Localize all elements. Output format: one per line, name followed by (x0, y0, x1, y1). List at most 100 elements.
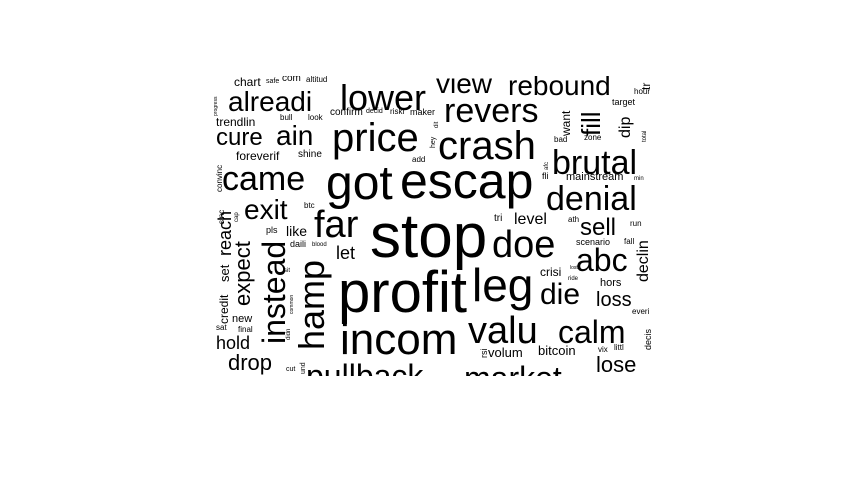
word: common (289, 294, 295, 314)
word: loss (596, 289, 632, 311)
word: set (217, 264, 232, 282)
word: didn (286, 328, 292, 340)
word: new (232, 313, 253, 325)
word: let (336, 243, 356, 263)
word: fall (624, 237, 635, 246)
word: leg (472, 259, 534, 311)
word: chart (234, 76, 261, 89)
word: ain (276, 120, 314, 151)
word: got (326, 157, 393, 210)
word: revers (444, 92, 539, 130)
word: mainstream (566, 171, 624, 183)
word: sell (580, 214, 617, 241)
word: valu (468, 310, 538, 352)
word: decid (366, 108, 383, 115)
word: dip (617, 116, 634, 138)
word: btc (304, 201, 315, 210)
word: pullback (306, 358, 424, 376)
word: bitcoin (538, 343, 576, 358)
word: vix (598, 345, 608, 354)
word: look (308, 113, 323, 122)
word: und (300, 362, 307, 374)
word: riski (390, 107, 405, 116)
word: incom (340, 315, 458, 364)
word: crisi (540, 265, 562, 279)
word: scenario (576, 237, 611, 247)
word: market (464, 362, 562, 376)
word: ath (568, 215, 580, 224)
word: hey (430, 136, 437, 148)
word: total (642, 130, 648, 142)
word: declin (635, 240, 652, 282)
word: lost (570, 265, 578, 271)
word: rebound (508, 76, 611, 101)
word: maker (410, 107, 436, 117)
word: everi (632, 307, 650, 316)
word: bad (554, 135, 568, 144)
word-cloud: stop profit escap got leg incom crash pr… (214, 76, 656, 376)
word: denial (546, 180, 637, 218)
word: decis (643, 328, 653, 350)
word: foreverif (236, 149, 280, 163)
word: lose (596, 352, 637, 376)
word: final (238, 325, 253, 334)
word: crash (438, 124, 536, 168)
word: profit (338, 260, 467, 325)
word: zone (584, 133, 602, 142)
word: lower (340, 77, 427, 118)
word: credit (217, 294, 231, 324)
word: dit (434, 121, 440, 128)
word: view (436, 76, 493, 99)
word: com (282, 76, 301, 84)
word: daili (290, 239, 307, 249)
word: want (559, 110, 573, 136)
word: drop (228, 350, 273, 375)
word: die (540, 278, 581, 311)
word: expect (230, 241, 255, 306)
word: abc (576, 242, 628, 278)
word: stop (370, 202, 488, 271)
word: bull (280, 113, 293, 122)
word: like (286, 223, 308, 239)
word: cap (234, 212, 240, 222)
word: run (630, 219, 642, 228)
word: sat (216, 323, 227, 332)
word: convinc (215, 164, 224, 192)
word: rsi (479, 348, 489, 359)
word: volum (488, 345, 523, 360)
word: hour (634, 87, 651, 96)
word: escap (400, 153, 534, 209)
word: littl (614, 343, 624, 352)
word: ride (568, 276, 579, 282)
word: hamp (291, 259, 332, 350)
word: cure (216, 124, 263, 151)
word: safe (266, 78, 280, 85)
word: cut (286, 366, 296, 373)
word: tri (494, 213, 503, 224)
word: brutal (552, 144, 638, 182)
word: doe (492, 224, 556, 266)
word: far (314, 204, 359, 246)
word: pls (266, 225, 278, 235)
word: confirm (330, 107, 363, 118)
word: sinc (217, 209, 226, 224)
word: blood (312, 242, 327, 248)
word: fli (542, 171, 549, 181)
word: came (222, 160, 306, 198)
word: afc (544, 161, 550, 170)
word: price (332, 116, 419, 160)
word: add (412, 155, 426, 164)
word: progress (214, 96, 219, 116)
word: trendlin (216, 115, 256, 129)
word: sit (284, 268, 290, 274)
word: calm (558, 314, 626, 350)
word: level (514, 211, 547, 228)
word: min (634, 176, 644, 182)
word: hors (600, 277, 622, 289)
word: alreadi (228, 86, 313, 117)
word: altitud (306, 76, 328, 84)
word: tr (639, 82, 653, 90)
word: target (612, 97, 636, 107)
word: shine (298, 149, 322, 160)
